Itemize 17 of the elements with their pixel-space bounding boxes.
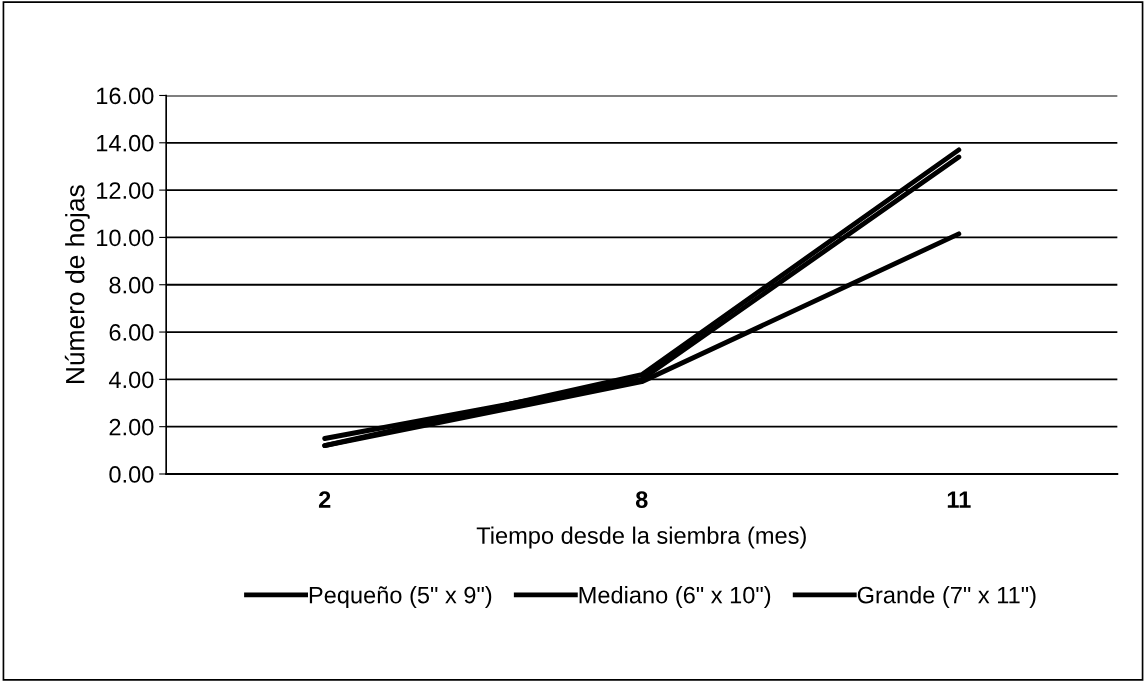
- x-tick-label: 11: [947, 491, 971, 508]
- legend-label: Grande (7" x 11"): [857, 586, 1036, 609]
- legend-label: Mediano (6" x 10"): [579, 586, 771, 609]
- x-tick-label: 8: [635, 491, 648, 508]
- y-axis-title: Número de hojas: [64, 185, 90, 384]
- y-tick-label: 4.00: [108, 371, 154, 389]
- y-tick-label: 16.00: [97, 87, 154, 105]
- y-tick-label: 8.00: [109, 276, 154, 294]
- legend-label: Pequeño (5" x 9"): [309, 586, 492, 609]
- x-axis-title: Tiempo desde la siembra (mes): [476, 526, 806, 549]
- y-tick-label: 0.00: [109, 466, 154, 483]
- y-tick-label: 6.00: [109, 324, 154, 341]
- y-tick-label: 12.00: [97, 182, 154, 199]
- y-tick-label: 2.00: [109, 418, 154, 436]
- x-tick-label: 2: [318, 491, 331, 508]
- y-tick-label: 14.00: [97, 134, 154, 152]
- y-tick-label: 10.00: [97, 229, 154, 247]
